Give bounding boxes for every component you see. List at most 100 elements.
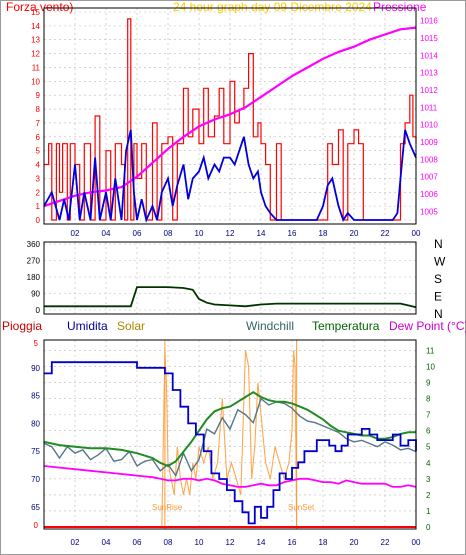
temperature-y-tick-label: 8: [426, 395, 431, 404]
wind-y-tick-label: 13: [31, 36, 40, 45]
weather-x-tick-label: 20: [350, 538, 359, 547]
temperature-y-tick-label: 6: [426, 427, 431, 436]
sunrise-label: SunRise: [152, 503, 183, 512]
top-x-tick-label: 08: [164, 229, 173, 238]
pressure-y-tick-label: 1014: [420, 51, 438, 60]
pressure-axis-title: Pressione: [373, 0, 427, 14]
legend-pioggia: Pioggia: [2, 319, 42, 333]
temperature-y-tick-label: 7: [426, 411, 431, 420]
top-x-tick-label: 00: [412, 229, 421, 238]
wind-y-tick-label: 14: [31, 22, 40, 31]
weather-series: [43, 340, 417, 529]
compass-label: S: [434, 272, 442, 286]
legend-dewpoint: Dew Point (°C): [389, 319, 466, 333]
pressure-y-tick-label: 1012: [420, 86, 438, 95]
compass-label: E: [434, 290, 442, 304]
direction-y-tick-label: 90: [31, 290, 40, 299]
weather-x-tick-label: 06: [133, 538, 142, 547]
temperature-y-tick-label: 4: [426, 459, 431, 468]
compass-label: N: [434, 307, 443, 321]
top-plot-frame: [43, 7, 417, 225]
weather-x-tick-label: 14: [257, 538, 266, 547]
top-x-tick-label: 10: [195, 229, 204, 238]
compass-label: W: [434, 255, 446, 269]
wind-y-tick-label: 12: [31, 50, 40, 59]
wind-average-line: [43, 129, 417, 223]
weather-grid: [44, 340, 417, 529]
temperature-y-tick-label: 9: [426, 379, 431, 388]
pressure-y-tick-label: 1009: [420, 138, 438, 147]
temperature-y-tick-label: 5: [426, 443, 431, 452]
temperature-y-tick-label: 1: [426, 507, 431, 516]
temperature-y-tick-label: 0: [426, 523, 431, 532]
temperature-y-tick-label: 2: [426, 491, 431, 500]
legend-temperatura: Temperatura: [312, 319, 380, 333]
humidity-y-tick-label: 65: [31, 503, 40, 512]
wind-gust-line: [44, 18, 417, 221]
temperature-y-tick-label: 11: [426, 346, 435, 355]
pressure-y-tick-label: 1013: [420, 69, 438, 78]
direction-series: [44, 286, 417, 309]
temperature-y-tick-label: 10: [426, 362, 435, 371]
wind-y-tick-label: 10: [31, 77, 40, 86]
weather-x-tick-label: 00: [412, 538, 421, 547]
chart-date-title: 24 hour graph day 09 Dicembre 2024: [173, 0, 372, 14]
pressure-y-tick-label: 1007: [420, 173, 438, 182]
wind-y-tick-label: 11: [32, 63, 41, 72]
temperature-y-tick-label: 3: [426, 475, 431, 484]
legend-umidita: Umidita: [67, 319, 108, 333]
humidity-y-tick-label: 90: [31, 364, 40, 373]
direction-plot-frame: [43, 241, 417, 315]
pressure-y-tick-label: 1011: [420, 103, 438, 112]
humidity-y-tick-label: 75: [31, 447, 40, 456]
dewpoint-line: [43, 465, 417, 488]
sunset-label: SunSet: [288, 503, 315, 512]
wind-y-tick-label: 1: [36, 202, 41, 211]
weather-x-tick-label: 16: [288, 538, 297, 547]
direction-y-tick-label: 360: [27, 240, 41, 249]
top-x-tick-label: 16: [288, 229, 297, 238]
wind-y-tick-label: 15: [31, 8, 40, 17]
weather-x-tick-label: 02: [71, 538, 80, 547]
wind-y-tick-label: 3: [36, 174, 41, 183]
pressure-y-tick-label: 1008: [420, 155, 438, 164]
weather-x-tick-label: 10: [195, 538, 204, 547]
top-x-tick-label: 14: [257, 229, 266, 238]
weather-x-tick-label: 22: [381, 538, 390, 547]
humidity-y-tick-label: 80: [31, 419, 40, 428]
weather-x-tick-label: 12: [226, 538, 235, 547]
weather-x-tick-label: 04: [102, 538, 111, 547]
rain-y-tick-label: 5: [34, 339, 39, 348]
pressure-y-tick-label: 1005: [420, 207, 438, 216]
direction-grid: [44, 242, 417, 314]
top-ticks: 0123456789101112131415100510061007100810…: [31, 8, 438, 238]
rain-y-tick-label: 0: [34, 521, 39, 530]
wind-axis-title: Forza vento): [6, 0, 73, 14]
humidity-y-tick-label: 85: [31, 392, 40, 401]
pressure-y-tick-label: 1006: [420, 190, 438, 199]
direction-y-tick-label: 0: [36, 306, 41, 315]
legend-solar: Solar: [117, 319, 145, 333]
weather-x-tick-label: 08: [164, 538, 173, 547]
top-x-tick-label: 02: [71, 229, 80, 238]
pressure-y-tick-label: 1015: [420, 34, 438, 43]
pressure-y-tick-label: 1010: [420, 121, 438, 130]
top-x-tick-label: 12: [226, 229, 235, 238]
wind-direction-line: [44, 286, 417, 309]
temperature-line: [43, 391, 416, 468]
wind-y-tick-label: 8: [36, 105, 41, 114]
wind-y-tick-label: 9: [36, 91, 41, 100]
wind-y-tick-label: 2: [36, 188, 41, 197]
direction-y-tick-label: 270: [27, 257, 41, 266]
pressure-line: [43, 26, 417, 208]
compass-label: N: [434, 237, 443, 251]
top-x-tick-label: 04: [102, 229, 111, 238]
weather-x-tick-label: 18: [319, 538, 328, 547]
legend-windchill: Windchill: [246, 319, 294, 333]
top-x-tick-label: 18: [319, 229, 328, 238]
humidity-y-tick-label: 70: [31, 475, 40, 484]
wind-y-tick-label: 0: [36, 216, 41, 225]
